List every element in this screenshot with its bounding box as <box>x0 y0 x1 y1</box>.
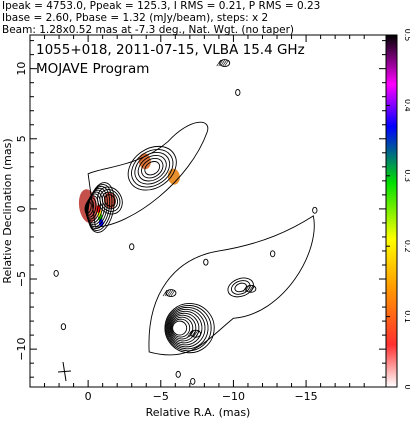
hatch-line <box>220 59 225 67</box>
noise-contour <box>190 377 196 385</box>
header-stats-line: Ipeak = 4753.0, Ppeak = 125.3, I RMS = 0… <box>2 0 320 12</box>
beam-marker <box>57 361 72 382</box>
western-knot-contour <box>230 280 251 295</box>
knot-contour <box>101 191 119 210</box>
hatch-line <box>218 59 223 67</box>
southern-lobe-contour <box>170 316 194 340</box>
knot-contour <box>99 189 121 212</box>
x-tick-label: −15 <box>294 390 317 403</box>
noise-contour <box>53 269 59 277</box>
southern-lobe-contour <box>172 320 188 336</box>
colorbar <box>385 34 398 388</box>
knot-contour <box>97 186 123 215</box>
hatch-line <box>166 289 172 297</box>
axis-ticks: 0 −5 −10 −15 10 5 0 −5 −10 <box>15 35 386 403</box>
southern-lobe-contour <box>167 308 206 348</box>
hatch-line <box>224 59 229 67</box>
noise-contour <box>60 323 67 331</box>
colorbar-tick-label: 0 <box>403 384 410 389</box>
y-tick-label: 0 <box>15 205 28 212</box>
x-tick-label: −5 <box>153 390 169 403</box>
noise-contour <box>312 206 318 214</box>
jet-contour <box>144 161 161 176</box>
hatch-line <box>170 289 176 297</box>
hatch-line <box>216 59 221 67</box>
noise-contour <box>175 370 181 378</box>
noise-contour <box>235 89 241 96</box>
header-beam-line: Beam: 1.28x0.52 mas at -7.3 deg., Nat. W… <box>2 24 294 36</box>
noise-contour <box>203 258 209 266</box>
stokes-i-contours <box>53 59 318 385</box>
source-title: 1055+018, 2011-07-15, VLBA 15.4 GHz <box>36 42 305 58</box>
jet-contour <box>127 145 177 191</box>
noise-contour <box>129 243 135 251</box>
hatch-line <box>187 330 192 337</box>
x-tick-label: −10 <box>222 390 245 403</box>
southern-lobe-contour <box>166 306 209 350</box>
colorbar-tick-label: 0.2 <box>403 240 410 253</box>
y-axis-label: Relative Declination (mas) <box>1 138 14 283</box>
hatch-line <box>242 285 248 292</box>
program-title: MOJAVE Program <box>36 61 149 77</box>
southern-lobe-contour <box>167 310 203 346</box>
southern-lobe-contour <box>171 318 191 338</box>
southern-lobe-contour <box>169 314 197 342</box>
y-tick-label: −10 <box>15 338 28 361</box>
hatch-line <box>191 330 196 337</box>
southern-envelope-contour <box>148 215 315 356</box>
hatch-line <box>222 59 227 67</box>
southern-lobe-contour <box>165 304 212 352</box>
x-axis-label: Relative R.A. (mas) <box>146 406 251 419</box>
hatched-patch <box>219 59 231 67</box>
colorbar-tick-label: 0.3 <box>403 169 410 182</box>
hatch-line <box>193 330 198 337</box>
hatch-line <box>195 330 200 337</box>
hatch-line <box>248 285 254 292</box>
southern-lobe-contour <box>168 312 200 344</box>
hatch-line <box>168 289 174 297</box>
y-tick-label: 10 <box>15 62 28 76</box>
jet-contour <box>131 148 174 188</box>
colorbar-tick-label: 0.5 <box>403 29 410 42</box>
x-tick-label: 0 <box>85 390 92 403</box>
hatch-line <box>164 289 170 297</box>
jet-envelope-contour <box>87 121 209 228</box>
core-contour <box>87 182 115 233</box>
hatch-line <box>189 330 194 337</box>
y-tick-label: 5 <box>15 135 28 142</box>
hatch-line <box>250 285 256 292</box>
hatched-patch <box>245 284 257 293</box>
hatch-line <box>246 285 252 292</box>
hatched-patch <box>165 289 177 297</box>
jet-contour <box>141 158 164 179</box>
knot-contour <box>104 194 116 207</box>
header-base-line: Ibase = 2.60, Pbase = 1.32 (mJy/beam), s… <box>2 12 268 24</box>
colorbar-ticks: 0 0.1 0.2 0.3 0.4 0.5 <box>386 29 410 390</box>
jet-contour <box>137 155 167 182</box>
colorbar-tick-label: 0.4 <box>403 99 410 112</box>
southern-lobe-contour <box>164 303 215 354</box>
hatch-line <box>244 285 250 292</box>
hatched-patch <box>190 329 202 338</box>
y-tick-label: −5 <box>15 271 28 287</box>
western-knot-contour <box>227 277 254 298</box>
noise-contour <box>270 250 276 258</box>
western-knot-contour <box>234 282 247 293</box>
hatch-line <box>162 289 168 297</box>
colorbar-tick-label: 0.1 <box>403 310 410 323</box>
